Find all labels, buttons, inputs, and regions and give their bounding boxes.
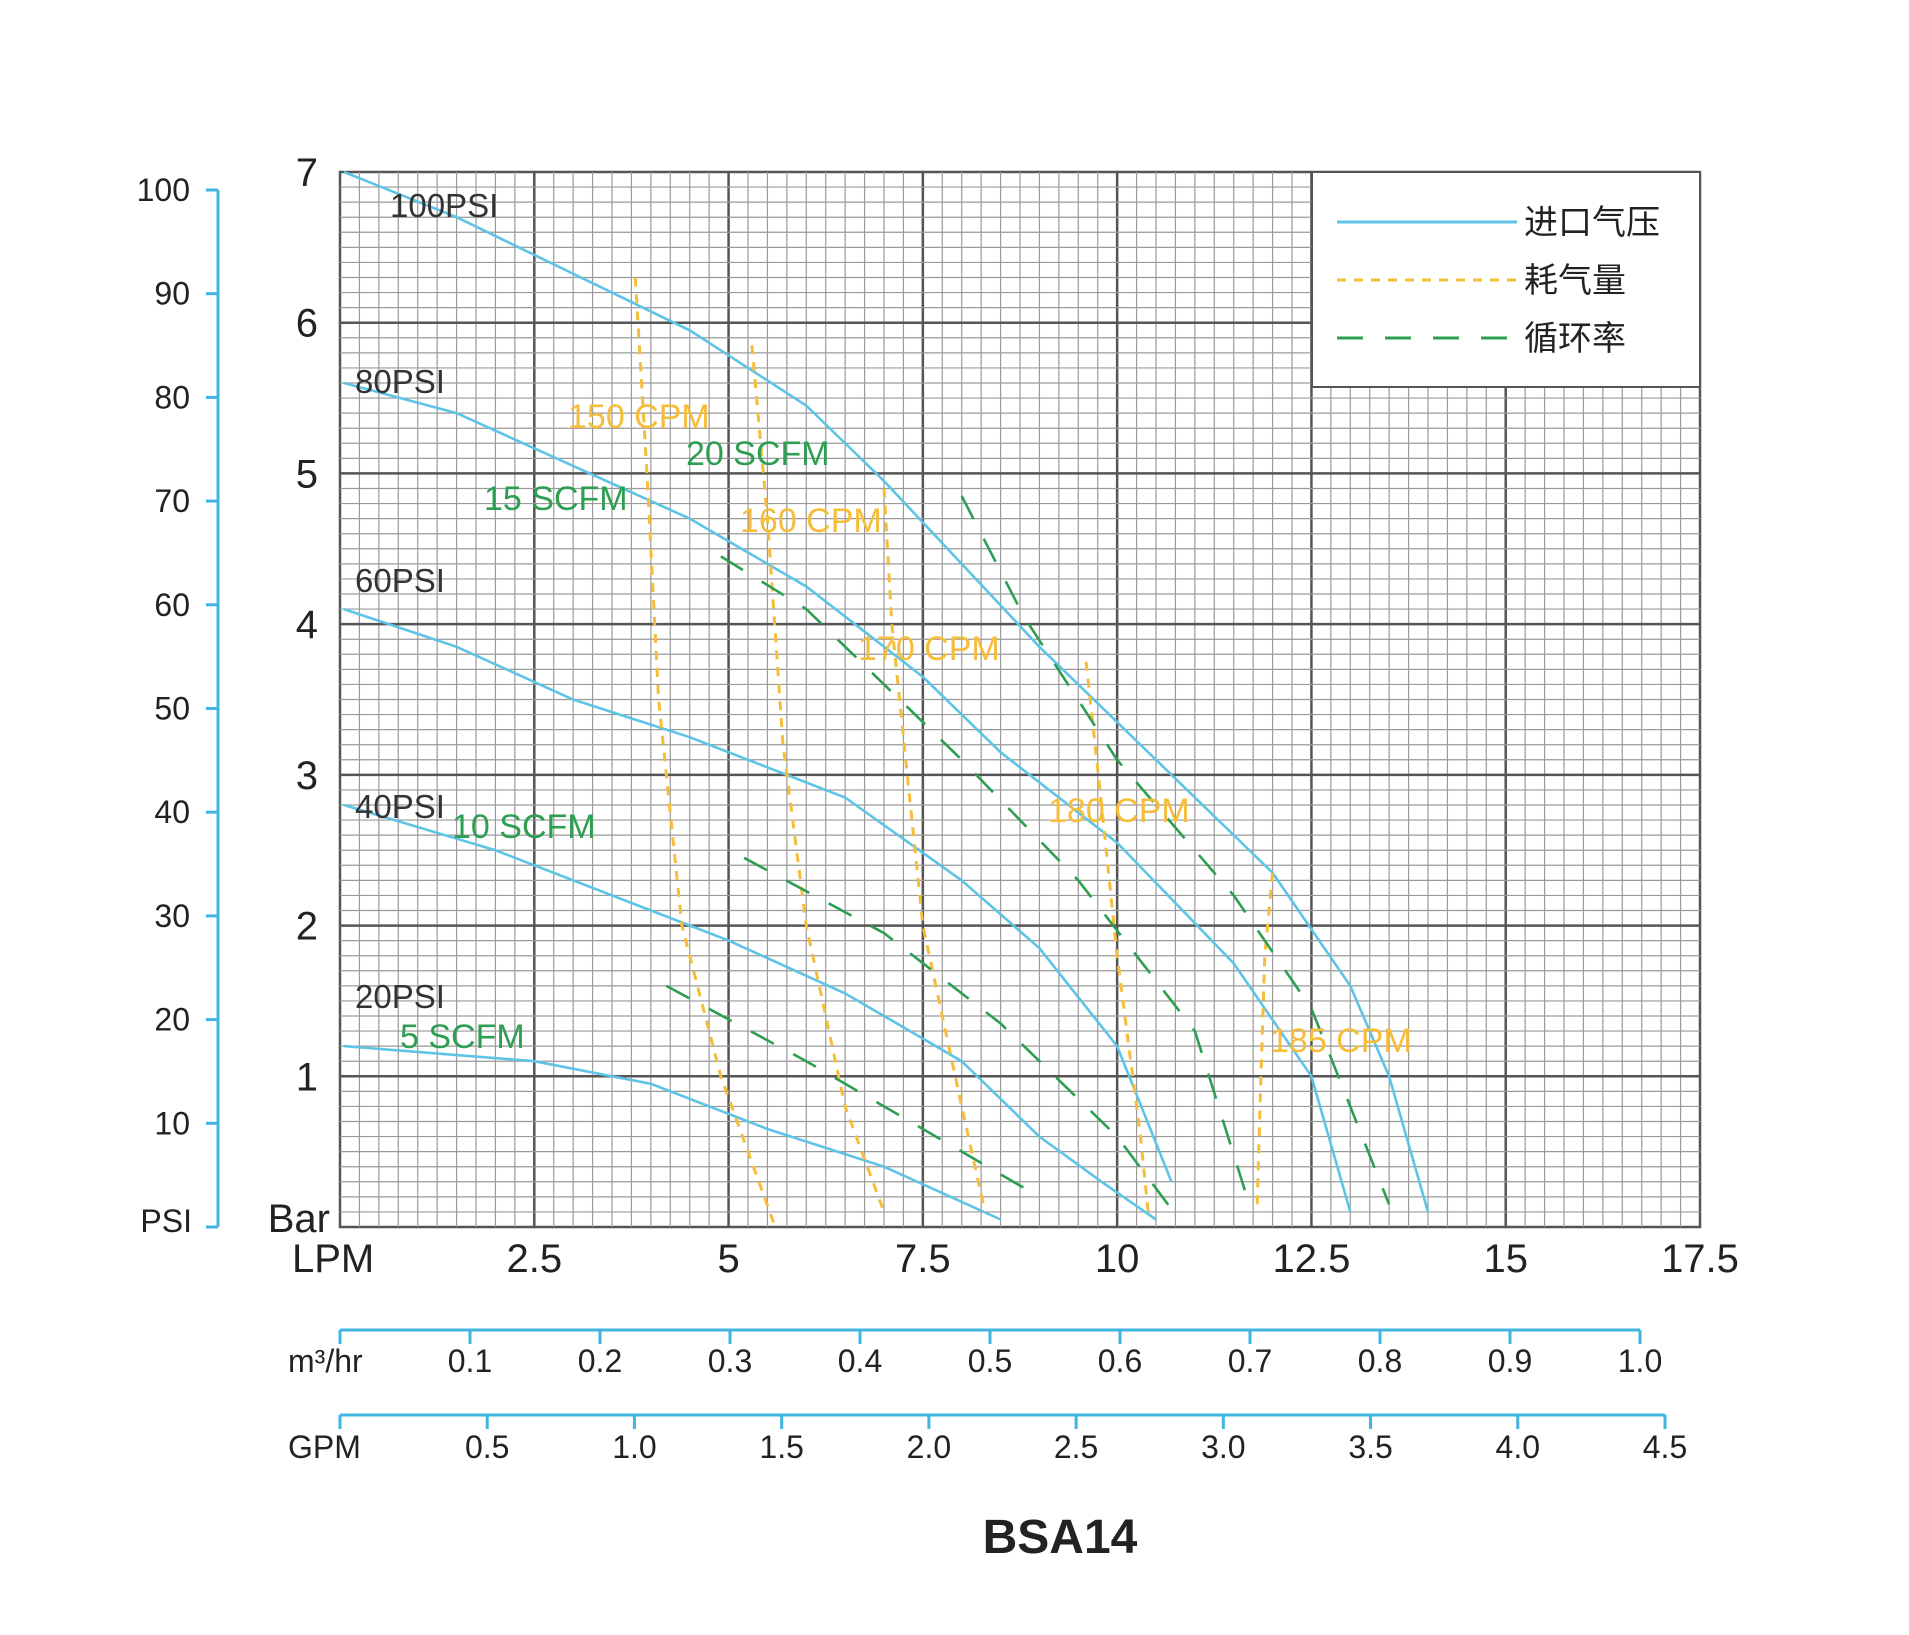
air-consumption-160-cpm: [750, 345, 886, 1213]
psi-tick-label: 10: [154, 1105, 190, 1141]
pressure-label-20psi: 20PSI: [355, 978, 445, 1015]
psi-tick-label: 80: [154, 379, 190, 415]
cpm-label: 185 CPM: [1270, 1022, 1412, 1060]
lpm-axis-unit: LPM: [292, 1237, 374, 1281]
bar-axis-unit: Bar: [268, 1197, 330, 1241]
gpm-tick-label: 3.5: [1348, 1429, 1392, 1465]
cpm-label: 150 CPM: [568, 398, 710, 436]
m3hr-tick-label: 0.7: [1228, 1343, 1272, 1379]
cpm-label: 170 CPM: [858, 630, 1000, 668]
lpm-tick-label: 15: [1483, 1237, 1528, 1281]
lpm-tick-label: 10: [1095, 1237, 1140, 1281]
legend-label: 进口气压: [1524, 204, 1660, 242]
bar-tick-label: 7: [296, 151, 318, 195]
m3hr-tick-label: 0.9: [1488, 1343, 1532, 1379]
flow-line-5-scfm: [665, 984, 1041, 1199]
pressure-curve-100psi: [343, 170, 1430, 1213]
scfm-label: 15 SCFM: [484, 480, 628, 518]
gpm-tick-label: 3.0: [1201, 1429, 1245, 1465]
bar-tick-label: 1: [296, 1055, 318, 1099]
flow-line-15-scfm: [720, 555, 1251, 1205]
m3hr-axis-unit: m³/hr: [288, 1343, 363, 1379]
psi-tick-label: 70: [154, 483, 190, 519]
air-consumption-180-cpm: [1084, 661, 1150, 1213]
m3hr-tick-label: 0.5: [968, 1343, 1012, 1379]
air-consumption-170-cpm: [882, 488, 987, 1213]
legend-label: 耗气量: [1524, 262, 1626, 300]
psi-tick-label: 100: [137, 172, 190, 208]
m3hr-tick-label: 0.8: [1358, 1343, 1402, 1379]
scfm-label: 10 SCFM: [452, 808, 596, 846]
cpm-label: 160 CPM: [740, 502, 882, 540]
lpm-tick-label: 12.5: [1272, 1237, 1350, 1281]
m3hr-tick-label: 0.1: [448, 1343, 492, 1379]
psi-tick-label: 20: [154, 1002, 190, 1038]
psi-tick-label: 50: [154, 691, 190, 727]
legend-label: 循环率: [1524, 320, 1626, 358]
pressure-curve-40psi: [343, 803, 1157, 1221]
m3hr-tick-label: 1.0: [1618, 1343, 1662, 1379]
lpm-tick-label: 2.5: [506, 1237, 562, 1281]
psi-tick-label: 40: [154, 794, 190, 830]
m3hr-tick-label: 0.4: [838, 1343, 882, 1379]
m3hr-tick-label: 0.6: [1098, 1343, 1142, 1379]
plot-series: [343, 170, 1430, 1228]
lpm-tick-label: 5: [717, 1237, 739, 1281]
gpm-tick-label: 1.0: [612, 1429, 656, 1465]
gpm-tick-label: 4.5: [1643, 1429, 1687, 1465]
bar-tick-label: 4: [296, 603, 318, 647]
pressure-label-60psi: 60PSI: [355, 562, 445, 599]
bar-tick-label: 5: [296, 452, 318, 496]
psi-tick-label: 60: [154, 587, 190, 623]
lpm-tick-label: 17.5: [1661, 1237, 1739, 1281]
bar-tick-label: 3: [296, 754, 318, 798]
psi-tick-label: 90: [154, 276, 190, 312]
pressure-curve-80psi: [343, 381, 1352, 1213]
chart-title: BSA14: [983, 1511, 1138, 1564]
gpm-tick-label: 4.0: [1496, 1429, 1540, 1465]
cpm-label: 180 CPM: [1048, 792, 1190, 830]
gpm-tick-label: 0.5: [465, 1429, 509, 1465]
scfm-label: 5 SCFM: [400, 1018, 525, 1056]
pressure-curve-20psi: [343, 1044, 1002, 1221]
plot-labels: 100PSI 80PSI 60PSI 40PSI 20PSI 150 CPM 160 CPM…: [355, 187, 1412, 1060]
lpm-tick-label: 7.5: [895, 1237, 951, 1281]
psi-axis-unit: PSI: [140, 1203, 192, 1239]
flow-line-20-scfm: [960, 495, 1391, 1205]
gpm-tick-label: 1.5: [759, 1429, 803, 1465]
psi-tick-label: 30: [154, 898, 190, 934]
pressure-label-40psi: 40PSI: [355, 788, 445, 825]
pressure-label-100psi: 100PSI: [390, 187, 498, 224]
pressure-curve-60psi: [343, 607, 1173, 1183]
bar-tick-label: 6: [296, 302, 318, 346]
gpm-tick-label: 2.5: [1054, 1429, 1098, 1465]
gpm-axis-unit: GPM: [288, 1429, 361, 1465]
scfm-label: 20 SCFM: [686, 435, 830, 473]
m3hr-tick-label: 0.2: [578, 1343, 622, 1379]
pressure-label-80psi: 80PSI: [355, 363, 445, 400]
gpm-tick-label: 2.0: [907, 1429, 951, 1465]
flow-line-10-scfm: [743, 856, 1181, 1221]
air-consumption-185-cpm: [1255, 872, 1275, 1212]
bar-tick-label: 2: [296, 905, 318, 949]
m3hr-tick-label: 0.3: [708, 1343, 752, 1379]
